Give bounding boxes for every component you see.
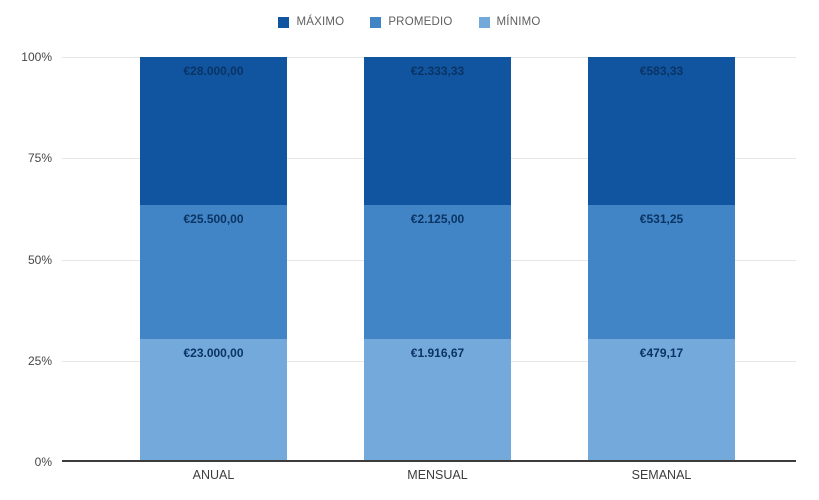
segment-promedio[interactable]: €2.125,00 bbox=[364, 204, 511, 339]
x-axis-tick-label: MENSUAL bbox=[407, 468, 468, 482]
segment-minimo[interactable]: €479,17 bbox=[588, 338, 735, 460]
segment-value-label: €583,33 bbox=[639, 64, 684, 78]
segment-minimo[interactable]: €23.000,00 bbox=[140, 338, 287, 460]
y-axis-tick-label: 50% bbox=[27, 253, 52, 267]
segment-maximo[interactable]: €583,33 bbox=[588, 57, 735, 205]
segment-value-label: €479,17 bbox=[639, 345, 684, 360]
bar-mensual[interactable]: €2.333,33 €2.125,00 €1.916,67 bbox=[364, 57, 511, 460]
x-axis-tick-label: SEMANAL bbox=[631, 468, 692, 482]
legend-swatch-icon bbox=[478, 16, 490, 28]
segment-value-label: €23.000,00 bbox=[183, 345, 244, 360]
segment-maximo[interactable]: €2.333,33 bbox=[364, 57, 511, 205]
x-axis-tick-label: ANUAL bbox=[192, 468, 235, 482]
y-axis-tick-label: 25% bbox=[27, 354, 52, 368]
segment-value-label: €531,25 bbox=[639, 211, 684, 226]
segment-value-label: €2.125,00 bbox=[410, 211, 465, 226]
segment-value-label: €28.000,00 bbox=[183, 64, 244, 78]
legend-item-promedio[interactable]: PROMEDIO bbox=[370, 16, 452, 28]
segment-value-label: €1.916,67 bbox=[410, 345, 465, 360]
y-axis-tick-label: 0% bbox=[34, 455, 52, 469]
x-axis-line bbox=[62, 460, 796, 462]
segment-value-label: €25.500,00 bbox=[183, 211, 244, 226]
y-axis-tick-label: 100% bbox=[21, 50, 52, 64]
plot-area: 0% 25% 50% 75% 100% €28.000,00 €25.500,00 €23.0… bbox=[21, 50, 796, 482]
segment-promedio[interactable]: €531,25 bbox=[588, 204, 735, 339]
legend-item-maximo[interactable]: MÁXIMO bbox=[278, 16, 344, 28]
legend-label: PROMEDIO bbox=[388, 16, 453, 28]
legend-item-minimo[interactable]: MÍNIMO bbox=[478, 16, 541, 28]
segment-minimo[interactable]: €1.916,67 bbox=[364, 338, 511, 460]
legend-swatch-icon bbox=[278, 16, 290, 28]
chart-legend: MÁXIMO PROMEDIO MÍNIMO bbox=[0, 16, 819, 28]
segment-maximo[interactable]: €28.000,00 bbox=[140, 57, 287, 205]
legend-label: MÁXIMO bbox=[296, 16, 345, 28]
bar-anual[interactable]: €28.000,00 €25.500,00 €23.000,00 bbox=[140, 57, 287, 460]
legend-label: MÍNIMO bbox=[496, 16, 541, 28]
segment-value-label: €2.333,33 bbox=[410, 64, 465, 78]
segment-promedio[interactable]: €25.500,00 bbox=[140, 204, 287, 339]
legend-swatch-icon bbox=[370, 16, 382, 28]
y-axis-tick-label: 75% bbox=[27, 151, 52, 165]
bar-semanal[interactable]: €583,33 €531,25 €479,17 bbox=[588, 57, 735, 460]
